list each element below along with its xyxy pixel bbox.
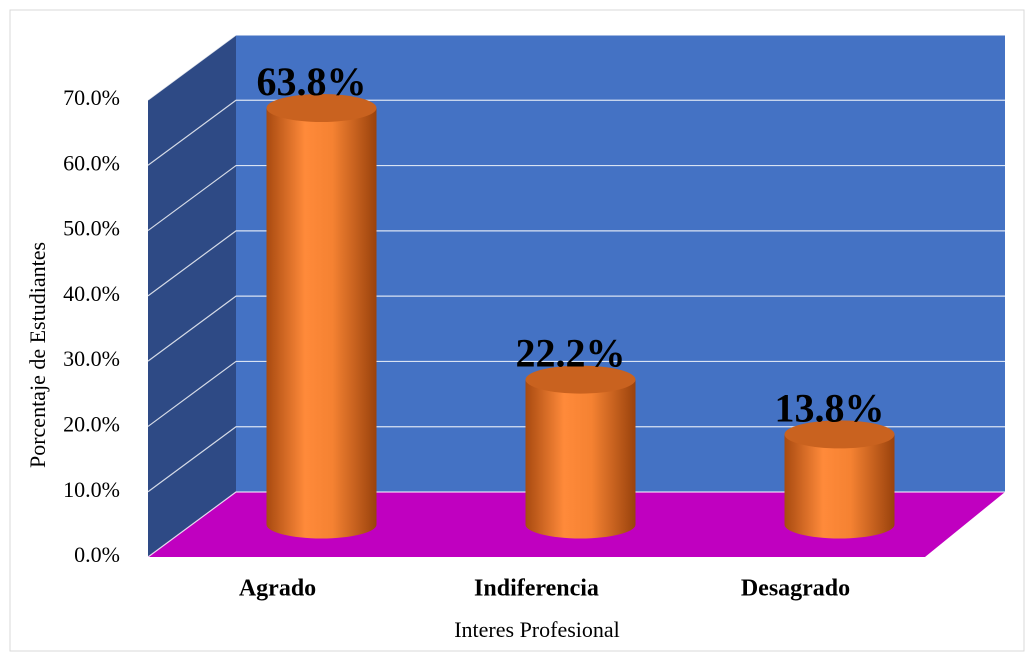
x-tick-label: Indiferencia — [474, 576, 599, 602]
value-label: 22.2% — [516, 331, 626, 376]
x-axis-title: Interes Profesional — [454, 617, 620, 642]
x-tick-label: Agrado — [239, 576, 316, 602]
bar-top — [266, 93, 377, 122]
bar-top — [784, 420, 895, 449]
x-tick-label: Desagrado — [741, 576, 850, 602]
grid-line — [147, 491, 1005, 558]
value-label: 13.8% — [775, 386, 885, 431]
value-label: 63.8% — [257, 59, 367, 104]
y-axis-title: Porcentaje de Estudiantes — [25, 242, 50, 468]
grid-line — [147, 164, 1005, 232]
y-tick-label: 40.0% — [63, 281, 120, 306]
y-tick-label: 0.0% — [74, 542, 120, 567]
bar-body — [784, 434, 895, 539]
back-wall — [236, 35, 1005, 492]
grid-line — [147, 295, 1005, 362]
grid-line — [147, 360, 1005, 427]
bar-top — [525, 365, 636, 394]
grid-line — [147, 34, 1005, 101]
y-tick-label: 50.0% — [63, 216, 120, 241]
side-wall — [148, 35, 236, 557]
grid-line — [147, 230, 1005, 297]
y-tick-label: 70.0% — [63, 85, 120, 110]
grid-line — [147, 99, 1005, 166]
y-tick-label: 10.0% — [63, 477, 120, 502]
bar-body — [525, 379, 636, 539]
grid-line — [147, 426, 1005, 493]
y-tick-label: 30.0% — [63, 346, 120, 371]
bar-body — [266, 107, 377, 539]
y-tick-label: 60.0% — [63, 150, 120, 175]
y-tick-label: 20.0% — [63, 411, 120, 436]
